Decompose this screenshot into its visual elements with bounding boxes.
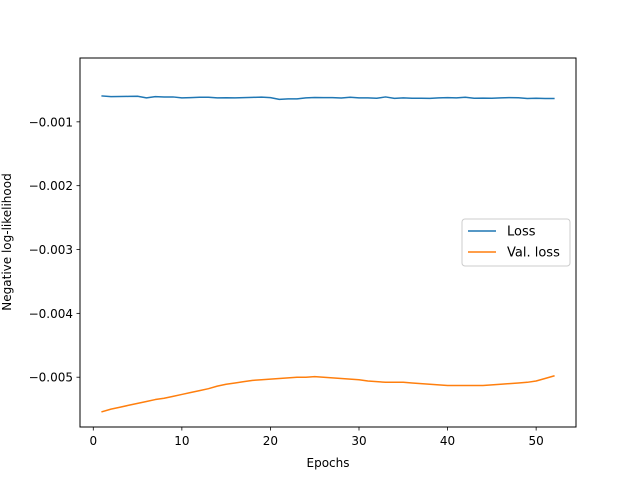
series-layer: [101, 95, 555, 413]
legend: Loss Val. loss: [461, 218, 571, 267]
legend-label-2: Val. loss: [507, 246, 560, 261]
y-axis-label: Negative log-likelihood: [0, 173, 14, 310]
plot-frame: [79, 57, 577, 428]
x-axis: 0 10 20 30 40 50: [89, 427, 544, 448]
y-tick-label: −0.004: [29, 307, 73, 321]
x-tick-label: 30: [351, 434, 366, 448]
y-tick-label: −0.005: [29, 371, 73, 385]
x-tick-label: 10: [174, 434, 189, 448]
series-line-1: [101, 95, 555, 101]
y-tick-label: −0.003: [29, 243, 73, 257]
y-axis: −0.001 −0.002 −0.003 −0.004 −0.005: [29, 115, 80, 385]
x-axis-label: Epochs: [307, 456, 350, 470]
legend-label-1: Loss: [507, 225, 536, 240]
y-tick-label: −0.002: [29, 179, 73, 193]
y-tick-label: −0.001: [29, 115, 73, 129]
x-tick-label: 0: [89, 434, 97, 448]
series-line-2: [101, 375, 555, 413]
x-tick-label: 20: [263, 434, 278, 448]
x-tick-label: 40: [440, 434, 455, 448]
x-tick-label: 50: [529, 434, 544, 448]
